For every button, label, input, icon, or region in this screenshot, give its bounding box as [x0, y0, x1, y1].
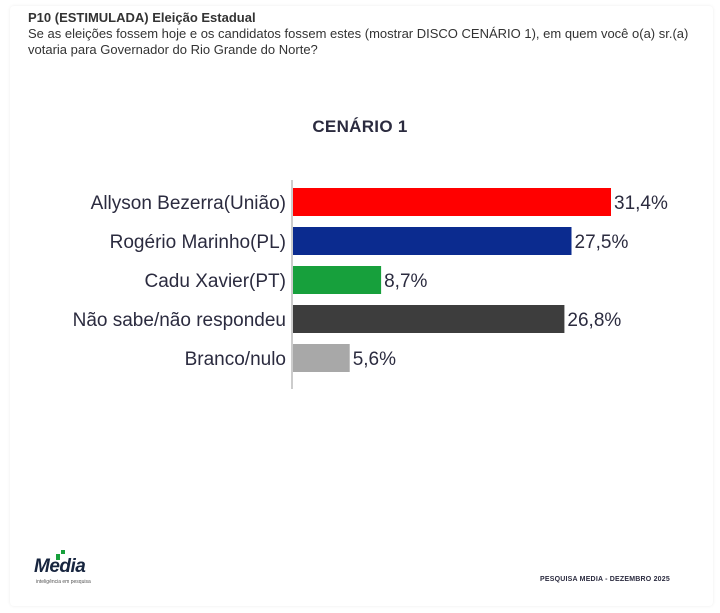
logo-tagline: inteligência em pesquisa	[36, 579, 91, 585]
bar	[293, 266, 382, 294]
bar	[293, 227, 572, 255]
value-label: 26,8%	[567, 310, 621, 331]
chart-title: CENÁRIO 1	[312, 117, 408, 136]
question-title: P10 (ESTIMULADA) Eleição Estadual	[28, 10, 256, 25]
source-footer: PESQUISA MEDIA - DEZEMBRO 2025	[540, 576, 670, 583]
category-label: Rogério Marinho(PL)	[110, 232, 286, 253]
media-logo: Media inteligência em pesquisa	[34, 550, 91, 585]
bar	[293, 344, 350, 372]
category-label: Branco/nulo	[185, 349, 286, 370]
question-text: Se as eleições fossem hoje e os candidat…	[28, 26, 689, 57]
question-block: P10 (ESTIMULADA) Eleição Estadual Se as …	[28, 10, 698, 58]
value-label: 27,5%	[575, 232, 629, 253]
category-label: Não sabe/não respondeu	[73, 310, 286, 331]
logo-mark-icon	[56, 550, 66, 560]
bar	[293, 305, 565, 333]
category-label: Allyson Bezerra(União)	[91, 193, 286, 214]
bar-chart: Allyson Bezerra(União) 31,4% Rogério Marin…	[73, 180, 668, 389]
logo-text: Media	[34, 556, 86, 577]
category-label: Cadu Xavier(PT)	[145, 271, 287, 292]
bar	[293, 188, 611, 216]
value-label: 31,4%	[614, 193, 668, 214]
value-label: 8,7%	[384, 271, 427, 292]
value-label: 5,6%	[353, 349, 396, 370]
